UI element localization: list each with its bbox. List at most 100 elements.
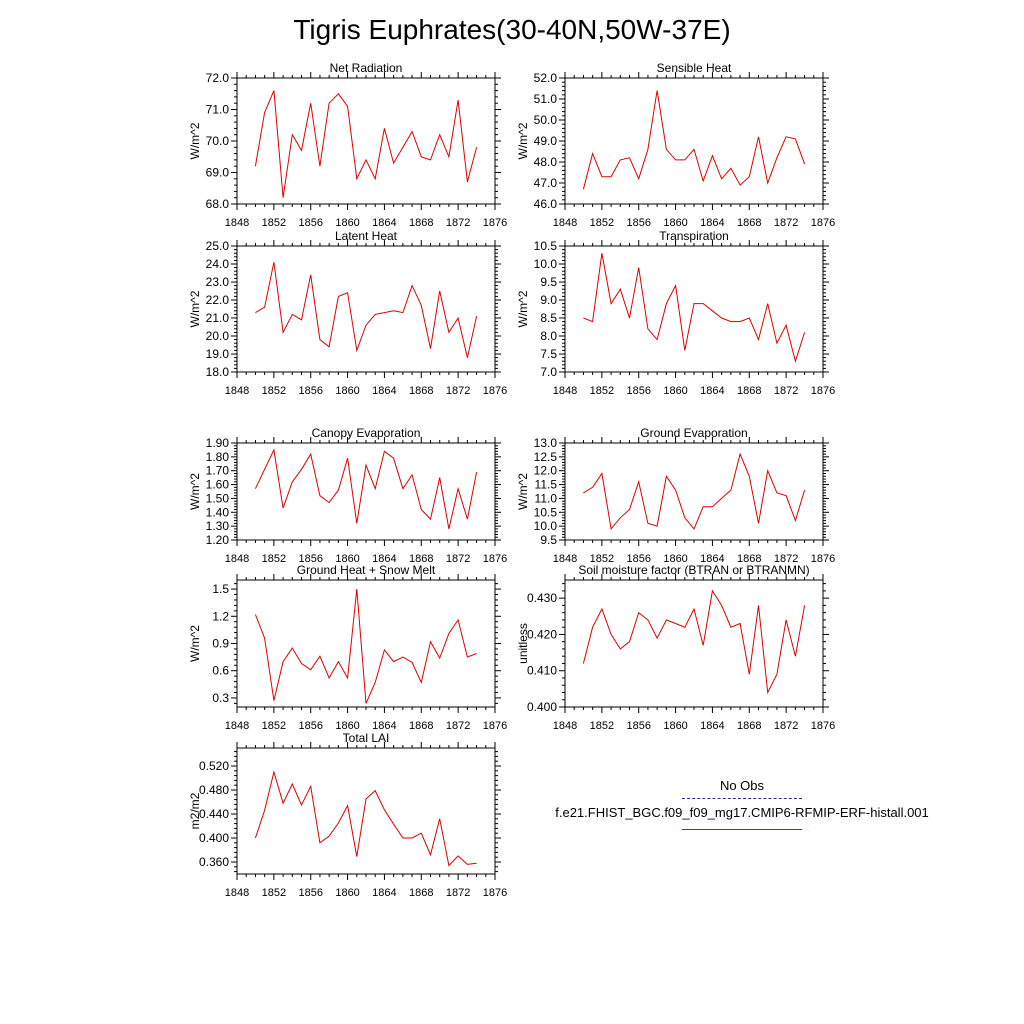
y-axis-label: W/m^2: [516, 290, 530, 327]
series-line: [255, 262, 478, 358]
x-tick-label: 1860: [335, 553, 359, 565]
y-tick-label: 1.2: [212, 609, 229, 623]
chart-panel-7: Ground Heat + Snow Melt W/m^2 1848 1852 1856…: [188, 563, 507, 732]
series-line: [583, 253, 806, 364]
y-tick-label: 13.0: [534, 436, 558, 450]
y-tick-label: 52.0: [534, 71, 558, 85]
x-tick-label: 1872: [774, 553, 798, 565]
x-tick-label: 1868: [409, 385, 433, 397]
y-tick-label: 1.60: [206, 478, 230, 492]
x-tick-label: 1868: [737, 217, 761, 229]
x-tick-label: 1852: [262, 553, 286, 565]
x-tick-label: 1852: [590, 385, 614, 397]
y-tick-label: 0.400: [527, 700, 557, 714]
y-tick-label: 47.0: [534, 176, 558, 190]
y-tick-label: 69.0: [206, 166, 230, 180]
y-tick-label: 0.9: [212, 637, 229, 651]
chart-panel-1: Net Radiation W/m^2 1848 1852 1856 1860 1864 18…: [188, 61, 507, 229]
y-tick-label: 0.400: [199, 831, 229, 845]
x-tick-label: 1872: [446, 887, 470, 899]
y-tick-label: 0.430: [527, 591, 557, 605]
x-tick-label: 1864: [372, 553, 396, 565]
series-line: [582, 589, 806, 695]
y-tick-label: 25.0: [206, 239, 230, 253]
plot-frame: [236, 245, 496, 373]
plot-frame: [236, 77, 496, 205]
y-axis-label: m2/m2: [188, 792, 202, 829]
chart-panel-9: Total LAI m2/m2 1848 1852 1856 1860 1864 1868 18…: [188, 731, 507, 899]
x-tick-label: 1864: [372, 720, 396, 732]
x-tick-label: 1848: [553, 385, 577, 397]
x-tick-label: 1856: [626, 720, 650, 732]
y-tick-label: 0.440: [199, 807, 229, 821]
x-tick-label: 1856: [298, 720, 322, 732]
y-tick-label: 23.0: [206, 275, 230, 289]
chart-title: Canopy Evaporation: [312, 426, 421, 440]
x-tick-label: 1848: [553, 217, 577, 229]
x-tick-label: 1876: [811, 217, 835, 229]
y-tick-label: 68.0: [206, 197, 230, 211]
x-tick-label: 1868: [737, 553, 761, 565]
y-tick-label: 0.420: [527, 627, 557, 641]
series-line: [254, 589, 477, 704]
x-tick-label: 1856: [626, 553, 650, 565]
chart-title: Ground Heat + Snow Melt: [297, 563, 436, 577]
y-tick-label: 22.0: [206, 293, 230, 307]
x-tick-label: 1860: [663, 720, 687, 732]
y-tick-label: 0.410: [527, 664, 557, 678]
y-tick-label: 10.0: [534, 257, 558, 271]
y-tick-label: 49.0: [534, 134, 558, 148]
y-tick-label: 21.0: [206, 311, 230, 325]
x-tick-label: 1872: [774, 217, 798, 229]
y-tick-label: 18.0: [206, 365, 230, 379]
chart-panel-3: Latent Heat W/m^2 1848 1852 1856 1860 1864 1868…: [188, 229, 507, 397]
x-tick-label: 1848: [225, 217, 249, 229]
x-tick-label: 1860: [663, 553, 687, 565]
y-tick-label: 50.0: [534, 113, 558, 127]
y-axis-label: W/m^2: [188, 122, 202, 159]
x-tick-label: 1868: [409, 553, 433, 565]
plot-frame: [236, 747, 496, 875]
x-tick-label: 1856: [298, 217, 322, 229]
y-tick-label: 9.5: [540, 275, 557, 289]
y-tick-label: 8.0: [540, 329, 557, 343]
y-tick-label: 11.0: [535, 491, 558, 505]
x-tick-label: 1860: [335, 385, 359, 397]
x-tick-label: 1860: [335, 217, 359, 229]
x-tick-label: 1852: [262, 720, 286, 732]
y-tick-label: 24.0: [206, 257, 230, 271]
y-tick-label: 71.0: [206, 103, 230, 117]
y-tick-label: 1.50: [206, 491, 230, 505]
chart-panel-4: Transpiration W/m^2 1848 1852 1856 1860 1864 18…: [516, 229, 835, 397]
x-tick-label: 1864: [700, 217, 724, 229]
y-axis-label: W/m^2: [188, 473, 202, 510]
x-tick-label: 1856: [298, 385, 322, 397]
y-tick-label: 51.0: [534, 92, 558, 106]
chart-title: Soil moisture factor (BTRAN or BTRANMN): [578, 563, 809, 577]
x-tick-label: 1876: [811, 720, 835, 732]
y-tick-label: 1.20: [206, 533, 230, 547]
y-tick-label: 1.70: [206, 464, 230, 478]
chart-panel-8: Soil moisture factor (BTRAN or BTRANMN) u…: [516, 563, 835, 732]
chart-panel-6: Ground Evaporation W/m^2 1848 1852 1856 1860 1…: [516, 426, 835, 565]
x-tick-label: 1876: [483, 887, 507, 899]
y-tick-label: 0.520: [199, 759, 229, 773]
y-tick-label: 20.0: [206, 329, 230, 343]
y-tick-label: 0.3: [212, 691, 229, 705]
x-tick-label: 1856: [626, 217, 650, 229]
x-tick-label: 1876: [483, 385, 507, 397]
chart-title: Latent Heat: [335, 229, 398, 243]
y-tick-label: 0.6: [212, 664, 229, 678]
x-tick-label: 1860: [663, 385, 687, 397]
x-tick-label: 1868: [409, 217, 433, 229]
x-tick-label: 1860: [663, 217, 687, 229]
x-tick-label: 1852: [590, 217, 614, 229]
chart-title: Net Radiation: [330, 61, 403, 75]
y-axis-label: W/m^2: [188, 290, 202, 327]
legend: No Obs f.e21.FHIST_BGC.f09_f09_mg17.CMIP…: [512, 776, 972, 830]
y-tick-label: 48.0: [534, 155, 558, 169]
x-tick-label: 1868: [409, 887, 433, 899]
x-tick-label: 1864: [372, 887, 396, 899]
legend-obs-label: No Obs: [719, 778, 765, 793]
